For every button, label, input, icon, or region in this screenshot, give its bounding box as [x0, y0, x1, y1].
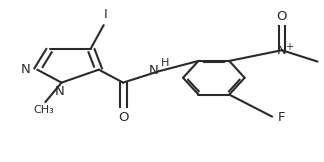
Text: +: + [285, 42, 293, 52]
Text: F: F [278, 111, 285, 124]
Text: O: O [277, 10, 287, 23]
Text: CH₃: CH₃ [33, 105, 54, 115]
Text: N: N [55, 85, 65, 98]
Text: O: O [118, 111, 128, 124]
Text: N: N [277, 44, 287, 57]
Text: I: I [103, 8, 107, 21]
Text: N: N [148, 64, 158, 77]
Text: N: N [20, 63, 30, 76]
Text: H: H [160, 58, 169, 68]
